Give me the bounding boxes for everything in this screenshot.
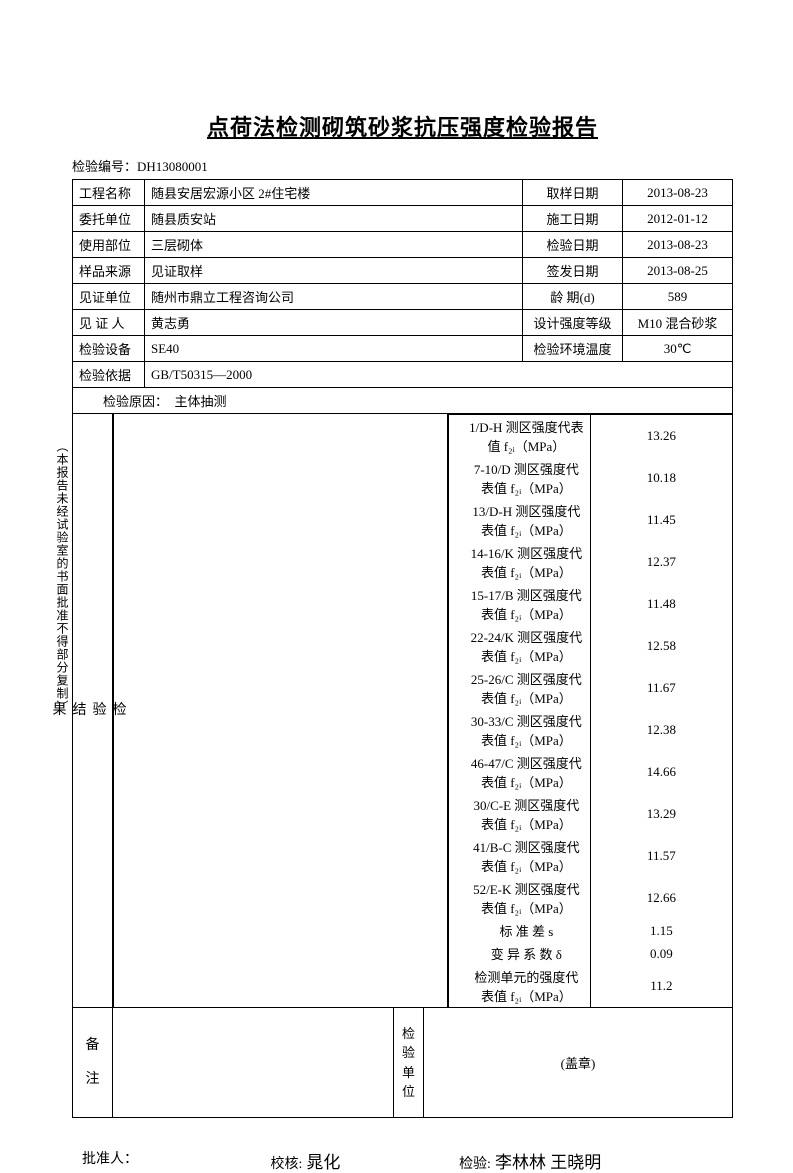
result-value: 0.09 — [590, 942, 732, 965]
info-label: 见证单位 — [73, 284, 145, 310]
result-value: 11.48 — [590, 583, 732, 625]
info-label: 检验日期 — [523, 232, 623, 258]
info-value: M10 混合砂浆 — [623, 310, 733, 336]
info-label: 设计强度等级 — [523, 310, 623, 336]
result-param: 变 异 系 数 δ — [448, 942, 590, 965]
info-label: 签发日期 — [523, 258, 623, 284]
info-value: 30℃ — [623, 336, 733, 362]
unit-label: 检验单位 — [394, 1008, 424, 1117]
info-value: 随州市鼎立工程咨询公司 — [145, 284, 523, 310]
result-value: 11.67 — [590, 667, 732, 709]
result-param: 标 准 差 s — [448, 919, 590, 942]
result-param: 25-26/C 测区强度代表值 f₂ᵢ（MPa） — [448, 667, 590, 709]
info-value: 2012-01-12 — [623, 206, 733, 232]
result-value: 1.15 — [590, 919, 732, 942]
info-label: 见 证 人 — [73, 310, 145, 336]
info-label: 委托单位 — [73, 206, 145, 232]
info-label: 检验设备 — [73, 336, 145, 362]
results-label: 检验结果 — [73, 414, 113, 1007]
basis-value: GB/T50315—2000 — [145, 362, 733, 388]
result-param: 52/E-K 测区强度代表值 f₂ᵢ（MPa） — [448, 877, 590, 919]
result-param: 检测单元的强度代表值 f₂ᵢ（MPa） — [448, 965, 590, 1007]
checker: 校核:晁化 — [271, 1148, 460, 1173]
info-label: 检验环境温度 — [523, 336, 623, 362]
remarks-label: 备注 — [73, 1008, 113, 1117]
result-param: 15-17/B 测区强度代表值 f₂ᵢ（MPa） — [448, 583, 590, 625]
signature-row: 批准人： 校核:晁化 检验:李林林 王晓明 — [72, 1148, 733, 1173]
remarks-content — [113, 1008, 394, 1117]
seal-area: (盖章) — [424, 1008, 732, 1117]
reason-row: 检验原因： 主体抽测 — [73, 388, 733, 414]
info-value: 2013-08-23 — [623, 180, 733, 206]
report-title: 点荷法检测砌筑砂浆抗压强度检验报告 — [72, 110, 733, 142]
result-value: 13.26 — [590, 415, 732, 458]
approver: 批准人： — [82, 1148, 271, 1173]
info-value: 2013-08-25 — [623, 258, 733, 284]
info-label: 龄 期(d) — [523, 284, 623, 310]
result-param: 7-10/D 测区强度代表值 f₂ᵢ（MPa） — [448, 457, 590, 499]
result-param: 14-16/K 测区强度代表值 f₂ᵢ（MPa） — [448, 541, 590, 583]
info-label: 施工日期 — [523, 206, 623, 232]
result-value: 12.37 — [590, 541, 732, 583]
result-param: 1/D-H 测区强度代表值 f₂ᵢ（MPa） — [448, 415, 590, 458]
info-value: SE40 — [145, 336, 523, 362]
info-value: 2013-08-23 — [623, 232, 733, 258]
result-value: 12.38 — [590, 709, 732, 751]
info-value: 见证取样 — [145, 258, 523, 284]
info-value: 随县质安站 — [145, 206, 523, 232]
result-value: 10.18 — [590, 457, 732, 499]
result-value: 12.66 — [590, 877, 732, 919]
result-param: 13/D-H 测区强度代表值 f₂ᵢ（MPa） — [448, 499, 590, 541]
result-value: 14.66 — [590, 751, 732, 793]
info-value: 黄志勇 — [145, 310, 523, 336]
result-value: 11.2 — [590, 965, 732, 1007]
info-value: 589 — [623, 284, 733, 310]
result-param: 30/C-E 测区强度代表值 f₂ᵢ（MPa） — [448, 793, 590, 835]
side-note: （本报告未经试验室的书面批准不得部分复制） — [54, 440, 71, 713]
info-value: 随县安居宏源小区 2#住宅楼 — [145, 180, 523, 206]
result-param: 22-24/K 测区强度代表值 f₂ᵢ（MPa） — [448, 625, 590, 667]
info-label: 使用部位 — [73, 232, 145, 258]
result-value: 11.57 — [590, 835, 732, 877]
info-value: 三层砌体 — [145, 232, 523, 258]
info-table: 工程名称 随县安居宏源小区 2#住宅楼 取样日期 2013-08-23委托单位 … — [72, 179, 733, 414]
result-value: 11.45 — [590, 499, 732, 541]
basis-label: 检验依据 — [73, 362, 145, 388]
inspector: 检验:李林林 王晓明 — [459, 1148, 723, 1173]
results-section: 检验结果 1/D-H 测区强度代表值 f₂ᵢ（MPa） 13.267-10/D … — [72, 414, 733, 1008]
result-param: 46-47/C 测区强度代表值 f₂ᵢ（MPa） — [448, 751, 590, 793]
info-label: 样品来源 — [73, 258, 145, 284]
serial-number: 检验编号：DH13080001 — [72, 156, 733, 175]
remarks-section: 备注 检验单位 (盖章) — [72, 1008, 733, 1118]
result-value: 12.58 — [590, 625, 732, 667]
result-param: 30-33/C 测区强度代表值 f₂ᵢ（MPa） — [448, 709, 590, 751]
result-param: 41/B-C 测区强度代表值 f₂ᵢ（MPa） — [448, 835, 590, 877]
info-label: 工程名称 — [73, 180, 145, 206]
result-value: 13.29 — [590, 793, 732, 835]
info-label: 取样日期 — [523, 180, 623, 206]
